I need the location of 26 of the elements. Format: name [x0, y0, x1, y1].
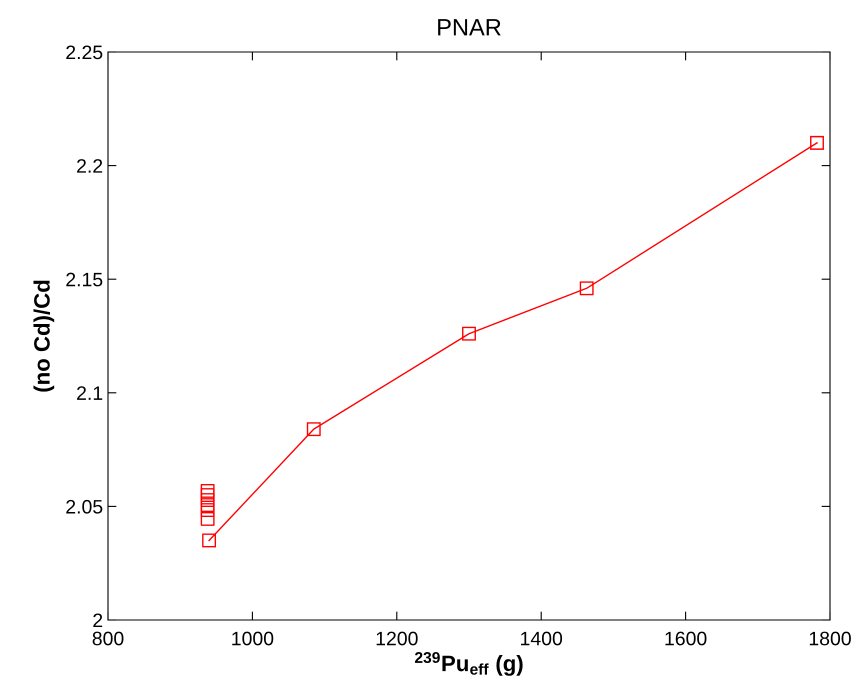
x-tick-label: 1600 — [665, 632, 706, 646]
x-axis-title: $^{239}$Pu$_{eff}$ (g) — [414, 652, 523, 676]
x-tick-label: 1000 — [232, 632, 274, 646]
point — [200, 493, 215, 507]
point — [462, 326, 476, 341]
x-tick-label: 1200 — [376, 632, 418, 646]
x-tick-label: 1400 — [521, 632, 562, 646]
chart-title: PNAR — [438, 19, 501, 36]
x-tick-label: 1800 — [810, 632, 851, 646]
y-tick-label: 2.2 — [77, 159, 102, 173]
y-tick-label: 2.25 — [66, 45, 102, 60]
y-tick-label: 2.1 — [77, 386, 102, 400]
point — [202, 534, 216, 548]
point — [200, 512, 215, 526]
point — [200, 503, 215, 517]
point — [306, 422, 321, 436]
y-tick-label: 2.05 — [66, 500, 102, 514]
y-tick-label: 2.15 — [66, 272, 102, 286]
point — [580, 281, 594, 296]
point — [200, 498, 215, 512]
point — [200, 484, 215, 498]
x-tick-label: 800 — [92, 632, 124, 646]
y-axis-title: (no Cd)/Cd — [33, 280, 54, 392]
point — [200, 488, 215, 502]
y-tick-label: 2 — [93, 613, 102, 628]
point — [810, 136, 824, 150]
